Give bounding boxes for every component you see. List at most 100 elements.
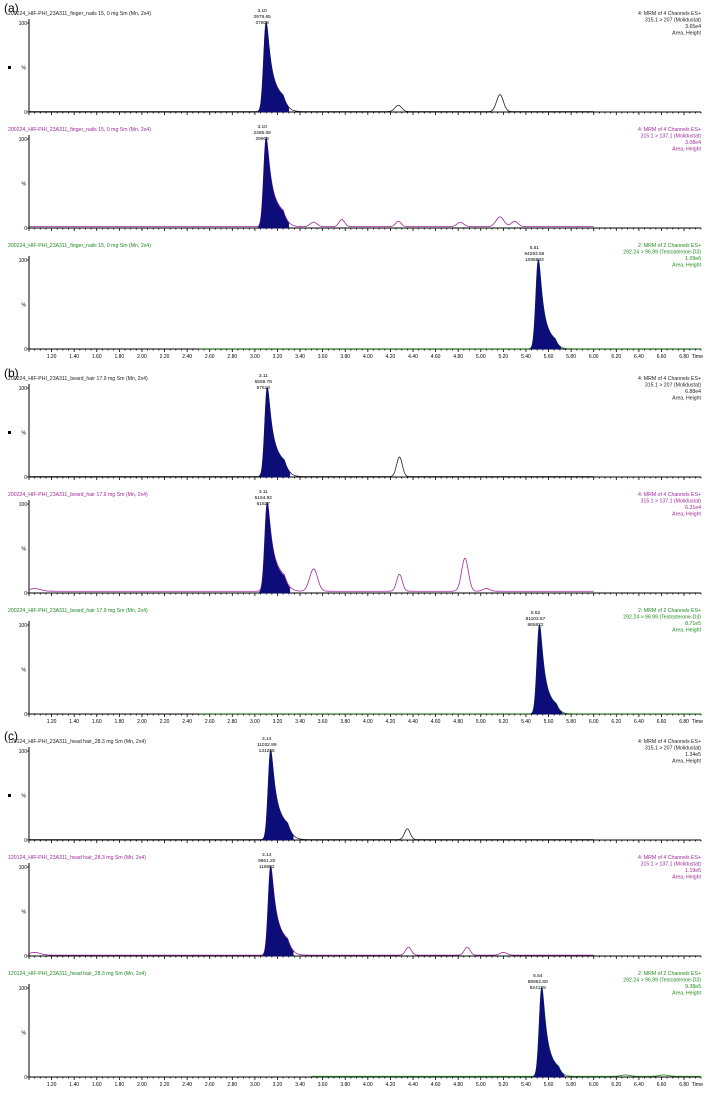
x-tick-label: 2.80 bbox=[227, 354, 237, 360]
peak-annotation: 5.52 bbox=[531, 610, 541, 616]
y-tick-label: 100 bbox=[19, 21, 28, 27]
peak-annotation: 1086993 bbox=[525, 257, 544, 263]
panel-label: (a) bbox=[4, 1, 19, 15]
x-tick-label: 2.20 bbox=[160, 1082, 170, 1088]
peak-annotation: 131265 bbox=[259, 748, 275, 754]
x-tick-label: 1.40 bbox=[69, 719, 79, 725]
x-tick-label: 3.00 bbox=[250, 1082, 260, 1088]
peak-annotation: 5.54 bbox=[533, 973, 543, 979]
trace-line bbox=[198, 623, 701, 715]
x-tick-label: 6.40 bbox=[634, 1082, 644, 1088]
x-tick-label: 4.40 bbox=[408, 1082, 418, 1088]
y-tick-label: 100 bbox=[19, 623, 28, 629]
x-tick-label: 5.20 bbox=[498, 1082, 508, 1088]
x-tick-label: 6.80 bbox=[679, 719, 689, 725]
x-tick-label: 5.40 bbox=[521, 719, 531, 725]
y-tick-label: % bbox=[22, 431, 27, 437]
x-tick-label: 3.20 bbox=[273, 719, 283, 725]
x-tick-label: 5.60 bbox=[544, 1082, 554, 1088]
trace-info-line: 8.71e5 bbox=[685, 621, 701, 627]
trace-line bbox=[198, 259, 701, 350]
integrated-peak bbox=[258, 22, 290, 113]
x-axis-label: Time bbox=[692, 719, 703, 725]
x-tick-label: 6.00 bbox=[589, 1082, 599, 1088]
trace-info-line: 6.31e4 bbox=[685, 505, 701, 511]
trace-info-line: 9.38e5 bbox=[685, 984, 701, 990]
peak-annotation: 88962.60 bbox=[528, 979, 548, 985]
x-tick-label: 5.60 bbox=[544, 719, 554, 725]
trace-sample-label: 120124_HIF-PHI_23A311_head hair_28.3 mg … bbox=[8, 739, 146, 745]
trace-info-line: 315.1 > 207 (Molidustat) bbox=[645, 746, 701, 752]
trace-sample-label: 200224_HIF-PHI_23A311_beard_hair 17.9 mg… bbox=[8, 608, 148, 614]
trace-info-line: 315.1 > 137.1 (Molidustat) bbox=[641, 134, 702, 140]
x-tick-label: 6.60 bbox=[657, 354, 667, 360]
integrated-peak bbox=[531, 624, 563, 715]
y-tick-label: 0 bbox=[24, 347, 27, 353]
y-tick-label: 0 bbox=[24, 838, 27, 844]
trace-line bbox=[28, 864, 594, 956]
x-tick-label: 4.80 bbox=[453, 1082, 463, 1088]
trace-info-line: 1.34e5 bbox=[685, 752, 701, 758]
x-tick-label: 3.60 bbox=[318, 354, 328, 360]
integrated-peak bbox=[259, 387, 291, 478]
x-tick-label: 4.00 bbox=[363, 354, 373, 360]
x-tick-label: 5.80 bbox=[566, 1082, 576, 1088]
trace-info-line: 315.1 > 207 (Molidustat) bbox=[645, 383, 701, 389]
x-tick-label: 5.20 bbox=[498, 719, 508, 725]
trace-info-line: 315.1 > 137.1 (Molidustat) bbox=[641, 499, 702, 505]
x-tick-label: 4.40 bbox=[408, 354, 418, 360]
x-tick-label: 1.20 bbox=[47, 719, 57, 725]
y-tick-label: 0 bbox=[24, 110, 27, 116]
x-tick-label: 2.60 bbox=[205, 1082, 215, 1088]
trace-info-line: 2: MRM of 2 Channels ES+ bbox=[638, 971, 701, 977]
marker-square bbox=[8, 66, 11, 69]
peak-annotation: 116682 bbox=[259, 864, 275, 870]
x-tick-label: 4.60 bbox=[431, 354, 441, 360]
x-tick-label: 5.00 bbox=[476, 354, 486, 360]
trace-sample-label: 120124_HIF-PHI_23A311_head hair_28.3 mg … bbox=[8, 971, 146, 977]
trace-sample-label: 200224_HIF-PHI_23A311_beard_hair 17.9 mg… bbox=[8, 376, 148, 382]
y-tick-label: % bbox=[22, 182, 27, 188]
integrated-peak bbox=[530, 259, 562, 350]
trace-sample-label: 120124_HIF-PHI_23A311_head hair_28.3 mg … bbox=[8, 855, 146, 861]
x-tick-label: 3.80 bbox=[340, 719, 350, 725]
x-tick-label: 6.00 bbox=[589, 719, 599, 725]
trace-info-line: 1.19e5 bbox=[685, 868, 701, 874]
y-tick-label: 0 bbox=[24, 712, 27, 718]
trace-1: 200224_HIF-PHI_23A311_beard_hair 17.9 mg… bbox=[8, 373, 702, 481]
x-tick-label: 2.40 bbox=[182, 1082, 192, 1088]
trace-line bbox=[311, 986, 701, 1077]
integrated-peak bbox=[262, 750, 294, 841]
x-tick-label: 2.00 bbox=[137, 1082, 147, 1088]
x-tick-label: 2.00 bbox=[137, 719, 147, 725]
y-tick-label: % bbox=[22, 910, 27, 916]
trace-info-line: 4: MRM of 4 Channels ES+ bbox=[638, 739, 701, 745]
x-axis-label: Time bbox=[692, 1082, 703, 1088]
y-tick-label: 0 bbox=[24, 954, 27, 960]
x-tick-label: 2.80 bbox=[227, 719, 237, 725]
trace-3: 200224_HIF-PHI_23A311_beard_hair 17.9 mg… bbox=[8, 608, 703, 725]
peak-annotation: 3.14 bbox=[262, 852, 272, 858]
x-tick-label: 2.20 bbox=[160, 354, 170, 360]
x-tick-label: 3.00 bbox=[250, 354, 260, 360]
x-tick-label: 6.20 bbox=[611, 354, 621, 360]
x-axis-label: Time bbox=[692, 354, 703, 360]
trace-sample-label: 200224_HIF-PHI_23A311_finger_nails 15, 0… bbox=[8, 11, 151, 17]
trace-info-line: 2: MRM of 2 Channels ES+ bbox=[638, 608, 701, 614]
trace-2: 200224_HIF-PHI_23A311_finger_nails 15, 0… bbox=[8, 124, 702, 232]
x-tick-label: 1.60 bbox=[92, 1082, 102, 1088]
x-tick-label: 6.40 bbox=[634, 354, 644, 360]
y-tick-label: 0 bbox=[24, 591, 27, 597]
integrated-peak bbox=[259, 503, 291, 594]
trace-3: 120124_HIF-PHI_23A311_head hair_28.3 mg … bbox=[8, 971, 703, 1088]
trace-info-line: 292.24 > 96.99 (Testosterone-D3) bbox=[623, 615, 701, 621]
y-tick-label: 0 bbox=[24, 226, 27, 232]
peak-annotation: 5.51 bbox=[530, 245, 540, 251]
trace-line bbox=[29, 749, 594, 840]
x-tick-label: 4.20 bbox=[386, 354, 396, 360]
y-tick-label: % bbox=[22, 794, 27, 800]
x-tick-label: 3.40 bbox=[295, 354, 305, 360]
peak-annotation: 2485.08 bbox=[254, 130, 272, 136]
y-tick-label: % bbox=[22, 1031, 27, 1037]
